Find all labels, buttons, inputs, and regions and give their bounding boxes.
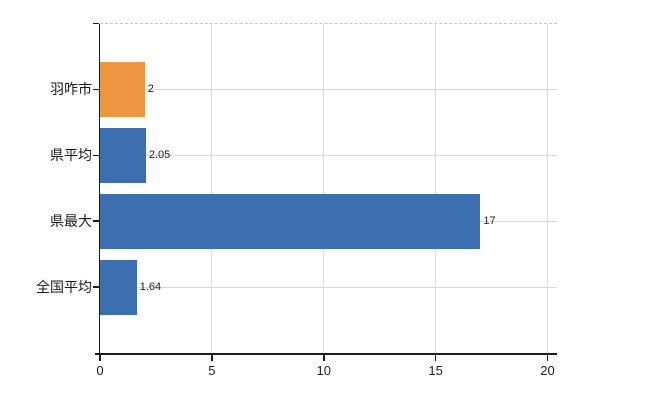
y-axis-tick	[92, 22, 99, 25]
category-label: 県平均	[50, 147, 92, 164]
x-axis-tick	[99, 354, 101, 361]
y-axis-tick	[92, 88, 99, 91]
x-axis-tick	[211, 354, 213, 361]
y-axis-tick	[92, 220, 99, 222]
x-axis-line	[95, 353, 557, 355]
horizontal-gridline	[100, 154, 557, 156]
bar	[100, 259, 137, 315]
bar-value-label: 2.05	[148, 149, 171, 162]
bar	[100, 127, 146, 183]
plot-top-border	[100, 22, 557, 24]
vertical-gridline	[323, 23, 325, 353]
x-axis-tick	[546, 354, 549, 361]
category-label: 羽咋市	[50, 81, 92, 98]
x-tick-label: 10	[316, 363, 331, 378]
x-axis-tick	[434, 354, 437, 361]
x-tick-label: 5	[208, 363, 216, 378]
category-label: 県最大	[50, 213, 92, 230]
x-tick-label: 20	[540, 363, 555, 378]
category-label: 全国平均	[36, 279, 92, 296]
bar	[100, 193, 481, 249]
bar-value-label: 17	[483, 215, 496, 228]
bar-value-label: 2	[147, 83, 154, 96]
x-tick-label: 0	[96, 363, 104, 378]
y-axis-tick	[92, 154, 99, 157]
vertical-gridline	[547, 23, 548, 353]
y-axis-line	[98, 23, 100, 353]
y-axis-tick	[92, 286, 99, 288]
bar-value-label: 1.64	[139, 281, 162, 294]
vertical-gridline	[211, 23, 213, 353]
vertical-gridline	[435, 23, 437, 353]
bar	[100, 61, 145, 117]
horizontal-gridline	[100, 286, 557, 288]
x-tick-label: 15	[428, 363, 443, 378]
horizontal-gridline	[100, 88, 557, 90]
x-axis-tick	[323, 354, 325, 361]
